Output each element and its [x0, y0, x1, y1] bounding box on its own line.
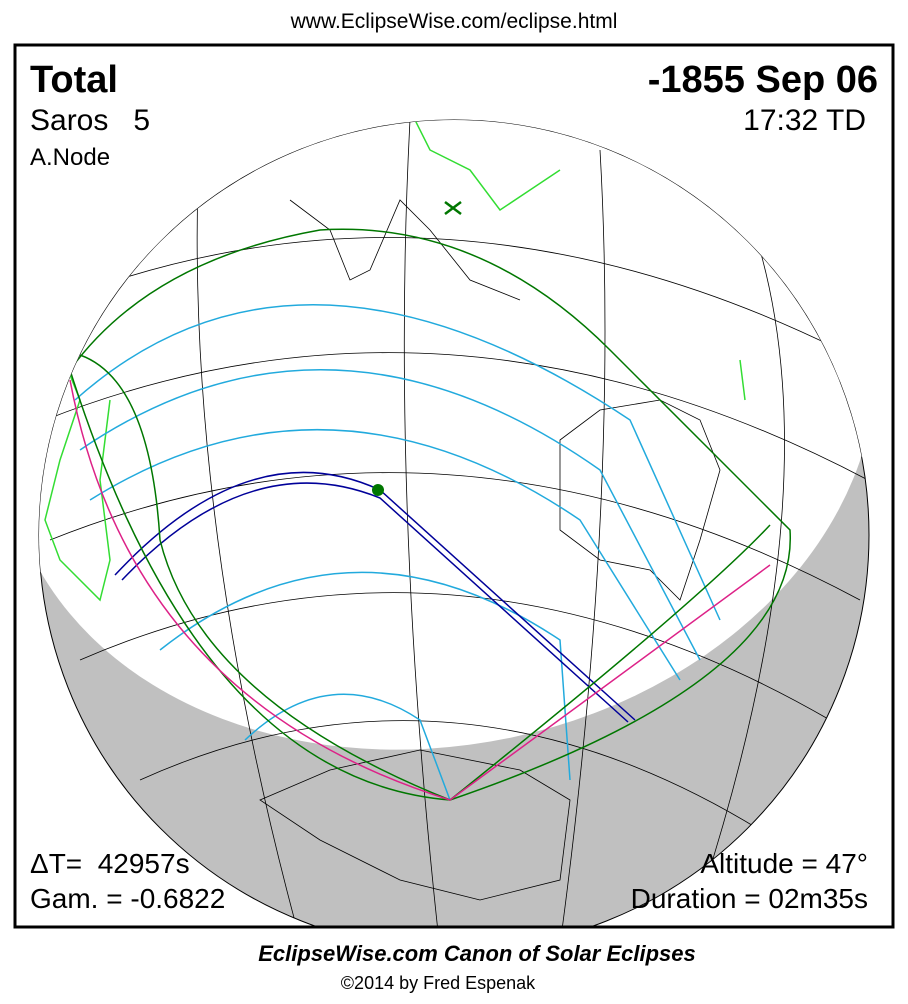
- gamma: Gam. = -0.6822: [30, 883, 225, 914]
- date: -1855 Sep 06: [648, 59, 878, 101]
- subsolar-mark: [444, 201, 462, 215]
- coastlines: [259, 199, 721, 901]
- time: 17:32 TD: [743, 104, 866, 137]
- altitude: Altitude = 47°: [700, 848, 868, 879]
- node: A.Node: [30, 144, 110, 171]
- url: www.EclipseWise.com/eclipse.html: [290, 10, 618, 33]
- greatest-eclipse: [372, 484, 384, 496]
- frame: [13, 43, 895, 929]
- footer-title: EclipseWise.com Canon of Solar Eclipses: [258, 941, 696, 966]
- eclipse-type: Total: [30, 59, 118, 101]
- eclipse-paths: [69, 228, 791, 801]
- delta-t: ΔT= 42957s: [30, 848, 190, 879]
- graticule: [44, 120, 869, 926]
- copyright: ©2014 by Fred Espenak: [341, 973, 536, 993]
- duration: Duration = 02m35s: [631, 883, 868, 914]
- saros: Saros 5: [30, 104, 150, 137]
- borders: [44, 120, 746, 602]
- globe: [38, 119, 870, 926]
